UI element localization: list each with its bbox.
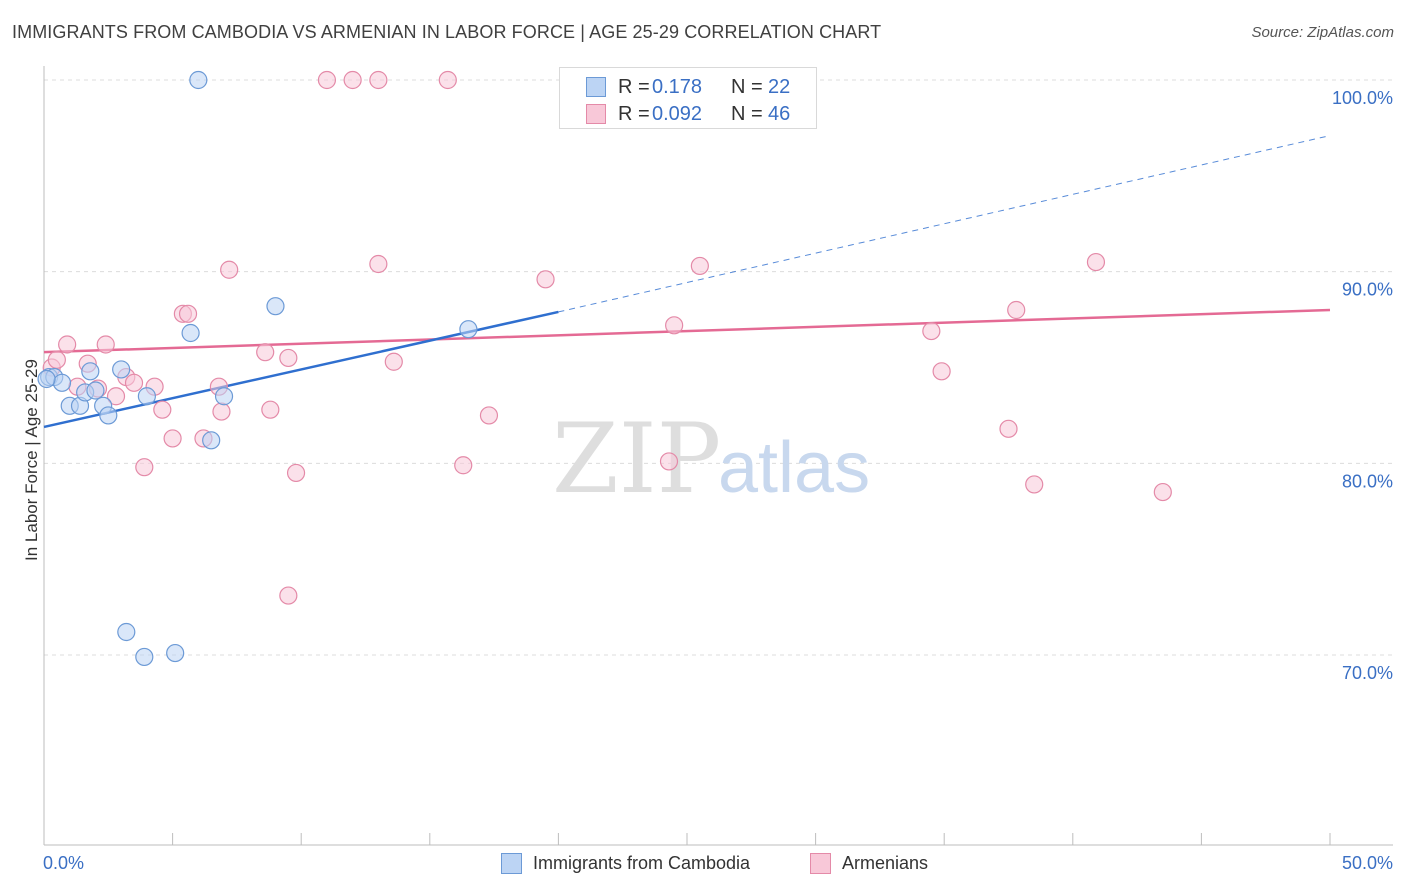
trendlines (43, 135, 1331, 429)
watermark-atlas: atlas (718, 428, 870, 508)
x-tick-label-left: 0.0% (43, 853, 84, 873)
axes (43, 66, 1393, 846)
point-cambodia (37, 369, 56, 389)
point-armenians (261, 400, 280, 419)
point-cambodia (81, 362, 100, 381)
point-armenians (922, 321, 941, 341)
legend-swatch-pink (586, 104, 606, 124)
y-tick-label: 70.0% (1342, 663, 1393, 683)
bottom-legend-swatch-blue (501, 853, 522, 874)
y-tick-label: 100.0% (1332, 88, 1393, 108)
y-axis-label: In Labor Force | Age 25-29 (22, 359, 41, 561)
point-armenians (665, 316, 684, 335)
y-tick-label: 80.0% (1342, 471, 1393, 491)
point-armenians (163, 429, 182, 448)
point-armenians (279, 348, 298, 368)
point-armenians (317, 70, 337, 90)
point-cambodia (214, 387, 234, 406)
legend-swatch-blue (586, 77, 606, 97)
correlation-legend: R = 0.178 N = 22 R = 0.092 N = 46 (559, 67, 817, 129)
y-tick-labels: 70.0% 80.0% 90.0% 100.0% (1332, 88, 1393, 683)
point-cambodia (99, 406, 118, 425)
point-cambodia (112, 360, 131, 379)
point-cambodia (181, 323, 200, 343)
point-armenians (58, 335, 77, 354)
point-cambodia (137, 387, 156, 406)
trendline-cambodia-projection (558, 135, 1331, 313)
point-armenians (96, 335, 115, 354)
data-points (37, 70, 1172, 667)
point-armenians (286, 463, 306, 483)
trendline-armenians (43, 308, 1331, 354)
point-armenians (438, 70, 457, 90)
point-armenians (279, 586, 298, 605)
bottom-legend-swatch-pink (810, 853, 831, 874)
point-armenians (536, 270, 555, 289)
point-armenians (256, 343, 275, 362)
point-armenians (384, 352, 403, 371)
point-armenians (47, 350, 66, 369)
point-cambodia (459, 320, 478, 339)
point-cambodia (52, 373, 72, 392)
point-armenians (1007, 300, 1026, 320)
point-armenians (369, 70, 388, 90)
bottom-legend-label: Immigrants from Cambodia (533, 853, 751, 873)
point-armenians (135, 458, 154, 477)
chart-title: IMMIGRANTS FROM CAMBODIA VS ARMENIAN IN … (12, 22, 882, 42)
grid (44, 79, 1393, 656)
point-armenians (178, 304, 198, 323)
point-armenians (1086, 252, 1106, 272)
point-armenians (106, 387, 126, 406)
legend-n-value: 46 (768, 102, 791, 125)
source-label: Source: ZipAtlas.com (1251, 24, 1394, 41)
legend-r-label: R = (618, 102, 650, 125)
point-armenians (932, 362, 951, 381)
point-cambodia (135, 647, 154, 667)
point-armenians (1153, 482, 1172, 502)
point-armenians (124, 373, 144, 392)
point-armenians (153, 400, 172, 419)
point-armenians (659, 452, 679, 471)
point-armenians (1025, 475, 1044, 494)
point-armenians (479, 406, 499, 425)
legend-r-value: 0.178 (652, 75, 703, 98)
point-cambodia (189, 70, 208, 90)
bottom-legend-label: Armenians (842, 853, 929, 873)
legend-r-label: R = (618, 75, 650, 98)
point-cambodia (202, 431, 221, 450)
point-armenians (212, 402, 231, 421)
x-tick-label-right: 50.0% (1342, 853, 1393, 873)
point-armenians (343, 70, 362, 90)
watermark-zip: ZIP (552, 403, 721, 515)
point-cambodia (117, 622, 136, 642)
legend-n-value: 22 (768, 75, 791, 98)
point-cambodia (266, 297, 285, 316)
point-armenians (220, 260, 239, 279)
point-armenians (369, 254, 388, 274)
legend-n-label: N = (731, 75, 763, 98)
legend-r-value: 0.092 (652, 102, 703, 125)
legend-n-label: N = (731, 102, 763, 125)
point-armenians (454, 456, 473, 475)
point-cambodia (166, 643, 185, 663)
point-armenians (999, 419, 1018, 438)
point-armenians (690, 256, 709, 276)
y-tick-label: 90.0% (1342, 280, 1393, 300)
point-cambodia (86, 381, 105, 400)
